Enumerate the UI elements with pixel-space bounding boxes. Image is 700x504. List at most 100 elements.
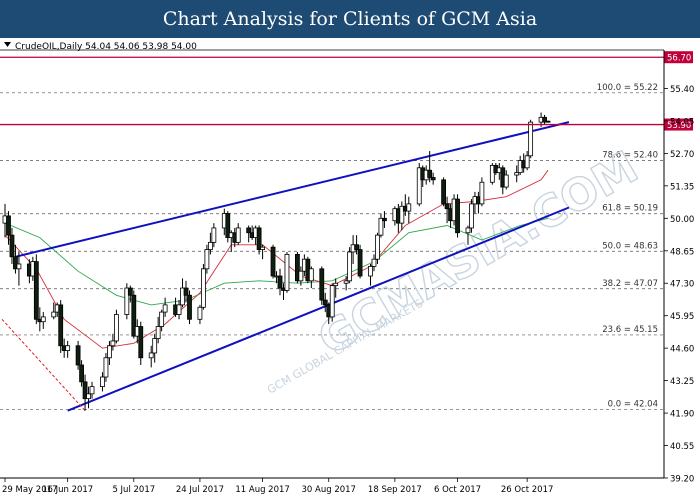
bear-candle-body <box>256 227 262 250</box>
bull-candle-body <box>148 352 154 359</box>
chart-svg[interactable]: 100.0 = 55.22 78.6 = 52.40 61.8 = 50.19 50.… <box>0 38 700 500</box>
bear-candle-body <box>225 213 231 238</box>
bear-candle-body <box>75 345 81 366</box>
axes-layer: 55.40 54.05 52.70 51.35 50.00 48.65 47.30 45.95… <box>0 49 694 495</box>
price-tick-label: 51.35 <box>670 182 694 192</box>
collapse-triangle-icon[interactable] <box>4 42 11 47</box>
bear-candle-body <box>382 217 387 222</box>
bull-candle-body <box>375 234 380 260</box>
bull-candle-body <box>308 268 314 282</box>
bull-candle-body <box>201 268 206 308</box>
bull-candle-body <box>399 205 405 224</box>
bear-candle-body <box>131 294 137 337</box>
bull-candle-body <box>235 227 241 243</box>
bear-candle-body <box>322 299 328 306</box>
bull-candle-body <box>100 376 105 388</box>
time-tick-label: 26 Oct 2017 <box>501 485 554 495</box>
time-tick-label: 24 Jul 2017 <box>176 485 224 495</box>
bear-candle-body <box>354 244 359 250</box>
bear-candle-body <box>427 169 433 178</box>
fib-label: 78.6 = 52.40 <box>602 151 658 161</box>
bull-candle-body <box>406 203 412 212</box>
bear-candle-body <box>82 381 88 400</box>
price-tick-label: 52.70 <box>670 150 694 160</box>
bull-candle-body <box>40 316 46 323</box>
bear-candle-body <box>79 364 84 383</box>
bull-candle-body <box>107 345 112 359</box>
bear-candle-body <box>246 227 252 234</box>
price-tick-label: 45.95 <box>670 312 694 322</box>
price-tick-label: 48.65 <box>670 247 694 257</box>
level-price-box <box>664 51 693 64</box>
bear-candle-body <box>127 287 133 296</box>
bull-candle-body <box>89 386 95 395</box>
grid-layer: 100.0 = 55.22 78.6 = 52.40 61.8 = 50.19 50.… <box>0 83 664 411</box>
swing-connector-line <box>1 318 86 412</box>
bull-candle-body <box>110 340 116 347</box>
price-tick-label: 44.60 <box>670 345 694 355</box>
bear-candle-body <box>545 120 551 123</box>
bear-candle-body <box>277 275 283 289</box>
bull-candle-body <box>524 155 530 169</box>
bull-candle-body <box>416 167 422 205</box>
fib-label: 100.0 = 55.22 <box>597 83 658 93</box>
bull-candle-body <box>343 280 349 284</box>
price-chart[interactable]: 100.0 = 55.22 78.6 = 52.40 61.8 = 50.19 50.… <box>0 38 700 500</box>
bull-candle-body <box>162 304 168 313</box>
bull-candle-body <box>260 246 265 250</box>
bear-candle-body <box>542 116 547 123</box>
bull-candle-body <box>155 326 161 339</box>
levels-layer: 56.70 53.90 <box>0 51 693 131</box>
fib-label: 23.6 = 45.15 <box>602 325 658 335</box>
level-price-box <box>664 118 693 131</box>
time-tick-label: 16 Jun 2017 <box>42 485 93 495</box>
bear-candle-body <box>444 203 450 210</box>
bull-candle-body <box>298 270 304 282</box>
price-tick-label: 41.90 <box>670 410 694 420</box>
bull-candle-body <box>329 285 335 318</box>
symbol-header: CrudeOIL,Daily 54.04 54.06 53.98 54.00 <box>15 42 197 52</box>
channel-trend-line <box>67 206 570 412</box>
time-tick-label: 29 May 2017 <box>2 485 57 495</box>
bear-candle-body <box>455 198 460 234</box>
bull-candle-body <box>51 311 57 318</box>
channel-layer <box>1 121 570 412</box>
bull-candle-body <box>211 227 217 243</box>
bull-candle-body <box>124 287 130 315</box>
bull-candle-body <box>368 266 373 277</box>
bull-candle-body <box>86 393 91 400</box>
candles-layer <box>2 112 551 411</box>
bear-candle-body <box>9 234 15 258</box>
bull-candle-body <box>489 165 495 183</box>
price-tick-label: 54.05 <box>670 117 694 127</box>
header-layer: CrudeOIL,Daily 54.04 54.06 53.98 54.00 <box>4 42 197 52</box>
bull-candle-body <box>152 338 158 354</box>
time-tick-label: 30 Aug 2017 <box>302 485 356 495</box>
time-tick-label: 5 Jul 2017 <box>112 485 155 495</box>
bear-candle-body <box>58 304 64 347</box>
bull-candle-body <box>469 203 474 229</box>
bear-candle-body <box>33 261 39 320</box>
fib-label: 38.2 = 47.07 <box>602 279 658 289</box>
time-tick-label: 18 Sep 2017 <box>368 485 422 495</box>
bull-candle-body <box>204 249 210 270</box>
chart-title: Chart Analysis for Clients of GCM Asia <box>162 8 538 30</box>
bull-candle-body <box>16 263 22 270</box>
bear-candle-body <box>441 179 447 205</box>
time-tick-label: 6 Oct 2017 <box>434 485 481 495</box>
chart-banner: Chart Analysis for Clients of GCM Asia <box>0 0 700 38</box>
fib-label: 0.0 = 42.04 <box>608 400 658 410</box>
time-tick-label: 11 Aug 2017 <box>235 485 289 495</box>
price-tick-label: 55.40 <box>670 85 694 95</box>
price-tick-label: 47.30 <box>670 280 694 290</box>
bull-candle-body <box>176 304 182 315</box>
bull-candle-body <box>528 121 534 157</box>
fib-label: 61.8 = 50.19 <box>602 204 658 214</box>
bull-candle-body <box>180 287 185 306</box>
price-tick-label: 50.00 <box>670 215 694 225</box>
bear-candle-body <box>430 177 436 181</box>
price-tick-label: 40.55 <box>670 442 694 452</box>
fib-label: 50.0 = 48.63 <box>602 241 658 251</box>
price-tick-label: 39.20 <box>670 475 694 485</box>
bull-candle-body <box>479 181 485 205</box>
